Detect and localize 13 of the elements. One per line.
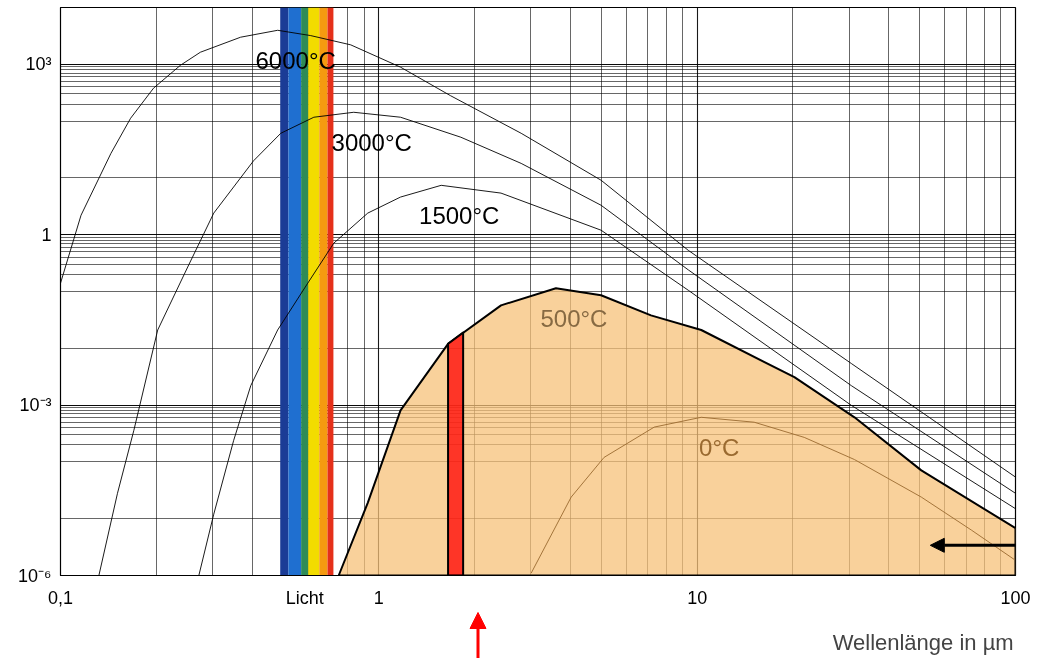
series-label: 6000°C bbox=[255, 46, 336, 74]
x-axis-title: Wellenlänge in µm bbox=[832, 629, 1014, 655]
y-tick-label: 10⁻³ bbox=[19, 395, 52, 416]
x-tick-label: 0,1 bbox=[47, 587, 74, 608]
y-tick-label: 10³ bbox=[25, 54, 52, 75]
series-label: 500°C bbox=[540, 304, 608, 332]
y-tick-label: 1 bbox=[41, 224, 52, 245]
band-label: Licht bbox=[285, 587, 324, 608]
series-label: 0°C bbox=[699, 433, 740, 461]
x-tick-label: 100 bbox=[1000, 587, 1031, 608]
x-tick-label: 1 bbox=[373, 587, 384, 608]
x-tick-label: 10 bbox=[687, 587, 708, 608]
y-tick-label: 10⁻⁶ bbox=[18, 565, 52, 586]
